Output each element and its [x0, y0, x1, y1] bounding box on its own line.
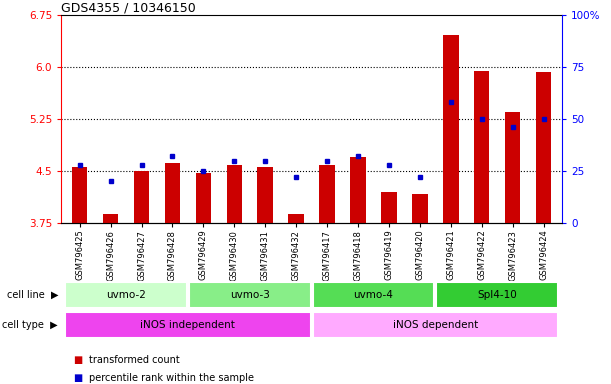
Text: uvmo-2: uvmo-2	[106, 290, 146, 300]
Text: Spl4-10: Spl4-10	[477, 290, 517, 300]
Bar	[313, 313, 558, 338]
Bar	[134, 171, 149, 223]
Text: percentile rank within the sample: percentile rank within the sample	[89, 373, 254, 383]
Bar	[257, 167, 273, 223]
Bar	[165, 162, 180, 223]
Bar	[536, 72, 551, 223]
Bar	[443, 35, 458, 223]
Text: transformed count: transformed count	[89, 355, 180, 365]
Text: ■: ■	[73, 355, 82, 365]
Text: GDS4355 / 10346150: GDS4355 / 10346150	[61, 1, 196, 14]
Bar	[72, 167, 87, 223]
Bar	[350, 157, 366, 223]
Bar	[103, 214, 119, 223]
Bar	[65, 282, 187, 308]
Bar	[288, 214, 304, 223]
Bar	[436, 282, 558, 308]
Text: cell line  ▶: cell line ▶	[7, 290, 58, 300]
Text: iNOS independent: iNOS independent	[141, 320, 235, 331]
Bar	[227, 166, 242, 223]
Text: uvmo-3: uvmo-3	[230, 290, 269, 300]
Text: ■: ■	[73, 373, 82, 383]
Text: cell type  ▶: cell type ▶	[2, 320, 58, 331]
Bar	[505, 112, 521, 223]
Bar	[412, 194, 428, 223]
Text: iNOS dependent: iNOS dependent	[393, 320, 478, 331]
Bar	[381, 192, 397, 223]
Bar	[320, 166, 335, 223]
Bar	[65, 313, 310, 338]
Bar	[196, 173, 211, 223]
Bar	[313, 282, 434, 308]
Bar	[189, 282, 310, 308]
Bar	[474, 71, 489, 223]
Text: uvmo-4: uvmo-4	[354, 290, 393, 300]
